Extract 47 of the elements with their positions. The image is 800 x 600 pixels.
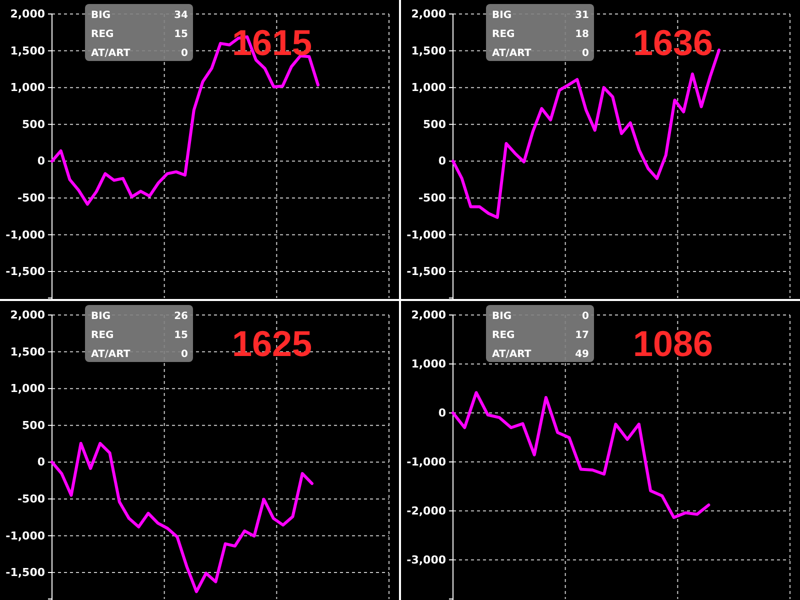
text: REG 18 — [492, 29, 589, 40]
y-tick-label: -1,000 — [406, 228, 446, 242]
text: REG 15 — [91, 330, 188, 341]
y-tick-label: 2,000 — [10, 8, 46, 21]
text: AT/ART 49 — [492, 349, 589, 360]
y-tick-label: 1,000 — [10, 382, 46, 396]
y-tick-label: 0 — [438, 154, 446, 168]
y-tick-label: -2,000 — [406, 504, 446, 518]
y-tick-label: 500 — [22, 418, 46, 432]
y-tick-label: 2,000 — [411, 308, 446, 322]
text: BIG 34 — [91, 10, 188, 21]
y-tick-label: -3,000 — [406, 553, 446, 566]
y-tick-label: 0 — [438, 406, 446, 420]
y-tick-label: -1,000 — [6, 228, 46, 242]
y-tick-label: 2,000 — [411, 8, 446, 21]
y-tick-label: -1,500 — [6, 265, 46, 278]
y-tick-label: 1,500 — [10, 44, 46, 58]
y-tick-label: 2,000 — [10, 308, 46, 322]
text: AT/ART 0 — [91, 349, 188, 360]
line-series — [50, 442, 314, 594]
y-tick-label: -1,500 — [6, 566, 46, 580]
y-tick-label: 1,500 — [10, 345, 46, 358]
text: AT/ART 0 — [492, 48, 589, 59]
chart-title: 1625 — [232, 323, 312, 364]
text: BIG 31 — [492, 10, 589, 21]
y-tick-label: 500 — [423, 118, 446, 131]
text: AT/ART 0 — [91, 48, 188, 59]
line-series — [452, 391, 710, 519]
text: REG 15 — [91, 29, 188, 40]
y-tick-label: -1,000 — [406, 455, 446, 468]
text: BIG 26 — [91, 311, 188, 322]
y-tick-label: -500 — [17, 492, 46, 506]
y-tick-label: 1,000 — [411, 357, 446, 370]
chart-title: 1086 — [632, 323, 714, 364]
y-tick-label: 1,500 — [411, 44, 446, 58]
text: REG 17 — [492, 330, 589, 341]
y-tick-label: 500 — [22, 118, 46, 131]
y-tick-label: -1,000 — [6, 529, 46, 542]
text: BIG 0 — [492, 311, 589, 322]
y-tick-label: -1,500 — [406, 265, 446, 278]
y-tick-label: 0 — [37, 456, 46, 469]
y-tick-label: 1,000 — [411, 81, 446, 94]
y-tick-label: -500 — [17, 191, 46, 204]
y-tick-label: 1,000 — [10, 81, 46, 94]
chart-title: 1636 — [632, 22, 714, 63]
y-tick-label: -500 — [418, 191, 446, 204]
y-tick-label: 0 — [37, 154, 46, 168]
